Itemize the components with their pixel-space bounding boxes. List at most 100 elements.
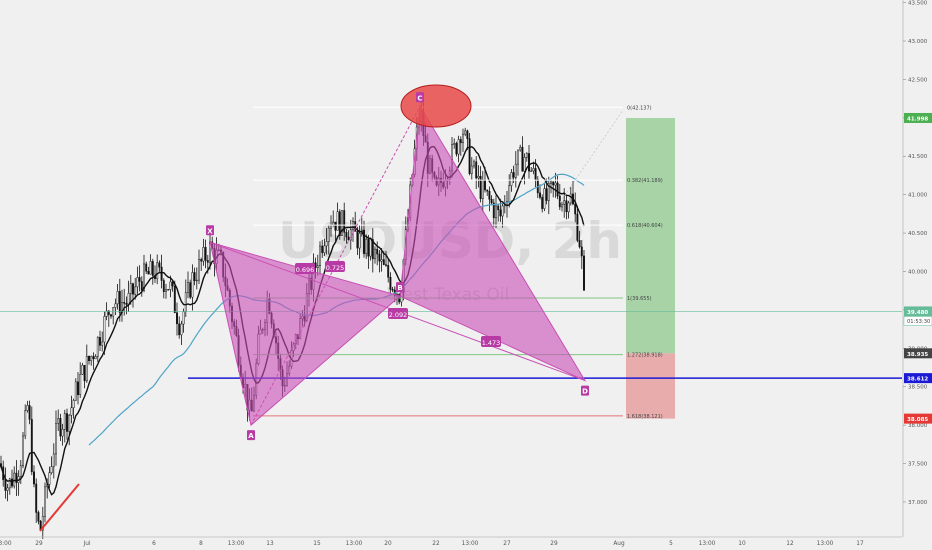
candle-body	[94, 356, 97, 360]
candle-body	[490, 199, 493, 204]
candle-body	[48, 472, 51, 485]
candle-body	[195, 279, 198, 282]
time-tick-label: 3:00	[0, 541, 12, 547]
price-tick-label: 43.500	[908, 1, 928, 7]
candle-body	[323, 245, 326, 253]
candle-body	[101, 341, 104, 346]
candle-body	[37, 512, 40, 522]
candle-body	[574, 203, 577, 215]
candle-body	[8, 478, 11, 489]
ratio-label: 2.092	[389, 311, 408, 319]
candle-body	[156, 262, 159, 279]
candle-body	[521, 146, 524, 172]
candle-body	[330, 224, 332, 229]
candle-body	[477, 175, 480, 179]
candle-body	[495, 205, 497, 219]
price-tick-label: 42.500	[908, 77, 928, 83]
candle-body	[11, 478, 13, 487]
candle-body	[525, 153, 528, 158]
candle-body	[501, 205, 504, 217]
price-tick-label: 40.500	[908, 231, 928, 237]
candle-body	[569, 193, 572, 204]
candle-body	[371, 239, 374, 260]
candle-body	[147, 270, 150, 275]
candle-body	[61, 429, 64, 437]
position-loss-zone	[626, 353, 675, 419]
ratio-label: 0.725	[326, 264, 345, 272]
candle-body	[99, 337, 101, 346]
price-tick-label: 43.000	[908, 39, 928, 45]
candle-body	[165, 289, 167, 292]
time-tick-label: 20	[384, 541, 392, 547]
time-tick-label: 27	[503, 541, 511, 547]
candle-body	[316, 265, 319, 268]
candle-body	[30, 419, 33, 473]
candle-body	[57, 418, 60, 424]
candle-body	[341, 210, 343, 236]
candle-body	[138, 277, 141, 282]
candle-body	[453, 143, 456, 145]
position-profit-zone	[626, 117, 675, 354]
candle-body	[107, 310, 110, 315]
ratio-badge	[295, 263, 315, 274]
time-tick-label: 29	[35, 541, 43, 547]
time-tick-label: 6	[152, 541, 156, 547]
candle-body	[391, 288, 394, 291]
candle-body	[354, 221, 357, 232]
candle-body	[187, 282, 189, 293]
candle-body	[488, 190, 491, 200]
pattern-point-badge	[206, 225, 214, 236]
candle-body	[534, 168, 537, 180]
candle-body	[517, 149, 519, 165]
candle-body	[4, 479, 7, 491]
fib-diagonal	[559, 109, 624, 203]
candle-body	[83, 364, 86, 382]
candle-body	[374, 248, 376, 260]
time-tick-label: Jul	[83, 541, 91, 547]
candle-body	[55, 423, 57, 455]
candle-body	[125, 303, 128, 305]
price-badge-label: 38.612	[907, 377, 928, 383]
candle-body	[68, 414, 71, 432]
countdown-label: 01:53:30	[907, 319, 930, 325]
candle-body	[508, 185, 511, 202]
candle-body	[464, 130, 467, 135]
candle-body	[134, 286, 137, 295]
candle-body	[457, 139, 460, 155]
candle-body	[171, 281, 174, 287]
candle-body	[66, 413, 68, 432]
pattern-point-badge	[247, 430, 255, 441]
candle-body	[369, 239, 372, 257]
candle-body	[376, 248, 379, 255]
candle-body	[15, 472, 18, 483]
candle-body	[565, 200, 568, 213]
candle-body	[116, 291, 119, 305]
candle-body	[74, 381, 77, 401]
candle-body	[532, 168, 535, 172]
candle-body	[178, 323, 181, 336]
candle-body	[499, 209, 502, 217]
candle-body	[96, 337, 99, 357]
candle-body	[136, 277, 139, 288]
candle-body	[143, 263, 145, 291]
candle-body	[475, 161, 478, 179]
candle-body	[182, 311, 185, 325]
candle-body	[198, 259, 200, 281]
pattern-point-label: C	[417, 94, 422, 102]
candle-body	[132, 283, 134, 295]
price-tick-label: 38.500	[908, 385, 928, 391]
candle-body	[118, 291, 121, 313]
candle-body	[473, 161, 475, 167]
candle-body	[70, 407, 73, 416]
candle-body	[358, 233, 361, 249]
candle-body	[492, 202, 495, 219]
candle-body	[378, 253, 381, 262]
candle-body	[92, 356, 95, 360]
candle-body	[202, 247, 205, 262]
ratio-badge	[325, 261, 345, 272]
candle-body	[176, 312, 178, 325]
price-tick-label: 41.500	[908, 154, 928, 160]
candle-body	[336, 211, 339, 231]
